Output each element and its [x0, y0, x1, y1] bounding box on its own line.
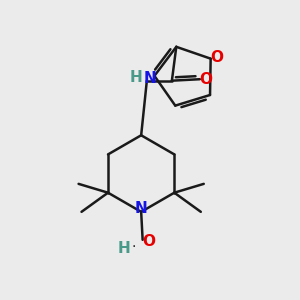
Text: O: O [211, 50, 224, 65]
Text: O: O [142, 234, 156, 249]
Text: H: H [117, 241, 130, 256]
Text: O: O [199, 72, 212, 87]
Text: H: H [129, 70, 142, 85]
Text: N: N [135, 201, 148, 216]
Text: ·: · [132, 240, 136, 254]
Text: N: N [144, 71, 157, 86]
